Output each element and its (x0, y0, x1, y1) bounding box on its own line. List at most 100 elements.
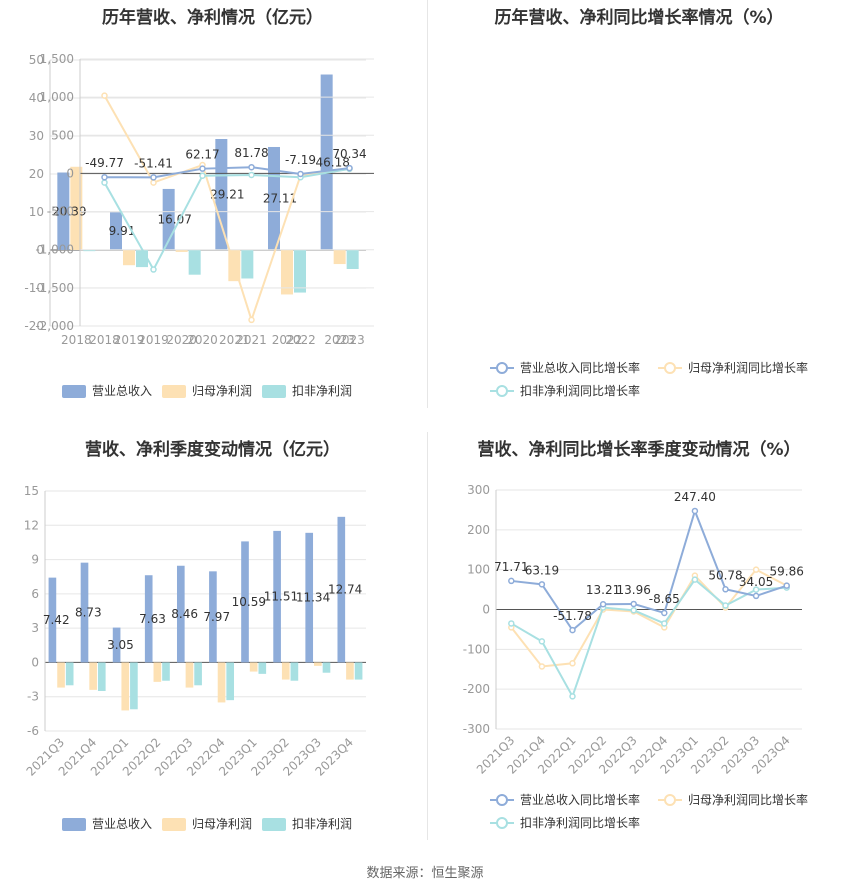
series-point (346, 164, 353, 172)
x-tick-label: 2022 (272, 333, 303, 347)
legend-label: 营业总收入同比增长率 (520, 792, 640, 807)
bar-deducted-profit (188, 250, 201, 275)
series-line-1 (103, 95, 350, 324)
legend-label: 营业总收入 (92, 384, 152, 398)
x-tick-label: 2023 (334, 333, 365, 347)
bar-revenue (176, 565, 185, 663)
bar-revenue (268, 146, 280, 250)
series-point (538, 638, 546, 645)
series-point (630, 600, 637, 608)
bar-revenue (337, 516, 346, 663)
bar-revenue (241, 541, 249, 663)
series-point (661, 609, 668, 617)
y-tick-label: -1,000 (35, 243, 74, 257)
point-value-label: 34.05 (739, 575, 773, 589)
bar-value-label: 8.46 (171, 607, 198, 621)
bar-deducted-profit (83, 250, 96, 252)
x-tick-label: 2021 (236, 333, 267, 347)
series-point (569, 660, 576, 667)
legend-marker-dot (664, 794, 676, 806)
bar-deducted-profit (346, 250, 359, 269)
point-value-label: 247.40 (674, 490, 716, 504)
bar-value-label: 12.74 (328, 583, 362, 597)
y-tick-label: 20 (29, 167, 44, 181)
y-tick-label: 40 (29, 91, 44, 105)
bar-revenue (320, 74, 333, 251)
bar-value-label: 7.63 (139, 612, 166, 626)
y-tick-label: 50 (29, 53, 44, 67)
y-tick-label: 30 (29, 129, 44, 143)
x-tick-label: 2019 (138, 333, 169, 347)
x-tick-label: 2018 (61, 333, 92, 347)
series-point (783, 582, 790, 589)
legend-label: 归母净利润同比增长率 (688, 792, 808, 807)
y-tick-label: 0 (482, 603, 490, 617)
series-point (248, 171, 255, 179)
series-point (661, 620, 668, 627)
y-tick-label: 100 (467, 563, 490, 577)
bar-net-profit (70, 166, 83, 250)
bar-value-label: 9.91 (109, 224, 136, 238)
bar-deducted-profit (162, 662, 170, 681)
bar-net-profit (123, 250, 135, 266)
point-value-label: 13.96 (617, 583, 651, 597)
point-value-label: 62.17 (185, 148, 219, 162)
y-tick-label: 0 (66, 166, 74, 180)
series-point (691, 576, 699, 583)
bar-value-label: 11.51 (264, 590, 298, 604)
legend-label: 扣非净利润同比增长率 (520, 383, 640, 398)
x-tick-label: 2021 (219, 333, 250, 347)
bar-net-profit (333, 250, 346, 265)
series-point (752, 566, 760, 573)
series-point (508, 577, 515, 585)
bar-net-profit (185, 662, 194, 688)
bar-net-profit (249, 662, 258, 672)
series-line-0 (511, 507, 788, 632)
bar-deducted-profit (258, 662, 267, 674)
series-point (101, 173, 108, 181)
bar-revenue (209, 571, 217, 663)
bar-deducted-profit (194, 662, 202, 686)
x-tick-label: 2020 (166, 333, 197, 347)
legend-label: 营业总收入同比增长率 (520, 360, 640, 375)
series-point (691, 507, 699, 515)
y-tick-label: 3 (31, 621, 39, 635)
series-point (101, 179, 108, 186)
y-tick-label: -300 (463, 722, 490, 736)
series-point (150, 174, 157, 181)
bar-net-profit (346, 662, 354, 680)
bar-deducted-profit (226, 662, 235, 701)
bar-value-label: 11.34 (296, 591, 330, 605)
y-tick-label: 0 (36, 243, 44, 257)
point-value-label: 63.19 (525, 563, 559, 577)
y-tick-label: -200 (463, 682, 490, 696)
legend-swatch (162, 818, 186, 831)
series-point (538, 663, 546, 670)
chart-quarterly-growth-rate: 营收、净利同比增长率季度变动情况（%） 300 200 100 0 -100 -200 -3… (428, 432, 850, 842)
point-value-label: 70.34 (332, 147, 366, 161)
legend-marker-dot (496, 362, 508, 374)
y-tick-label: 300 (467, 483, 490, 497)
bar-value-label: 29.21 (210, 188, 244, 202)
legend-label: 营业总收入 (92, 817, 152, 831)
series-point (199, 165, 206, 172)
bar-revenue (305, 532, 314, 663)
legend-swatch (262, 818, 286, 831)
bar-revenue (273, 530, 281, 663)
bar-revenue (48, 577, 57, 663)
bar-value-label: 3.05 (107, 638, 134, 652)
chart-title: 营收、净利季度变动情况（亿元） (85, 440, 340, 460)
legend-label: 扣非净利润 (292, 384, 352, 398)
bar-value-label: 8.73 (75, 606, 102, 620)
series-line-2 (510, 578, 787, 699)
point-value-label: -8.65 (649, 592, 680, 606)
bar-revenue (112, 627, 121, 663)
chart-title: 营收、净利同比增长率季度变动情况（%） (477, 440, 801, 460)
data-source-note: 数据来源：恒生聚源 (366, 866, 484, 881)
bar-revenue (80, 562, 89, 663)
y-tick-label: -2,000 (35, 319, 74, 333)
bar-revenue (215, 139, 228, 250)
point-value-label: -51.78 (553, 609, 592, 623)
series-point (722, 586, 729, 593)
y-tick-label: 6 (31, 587, 39, 601)
